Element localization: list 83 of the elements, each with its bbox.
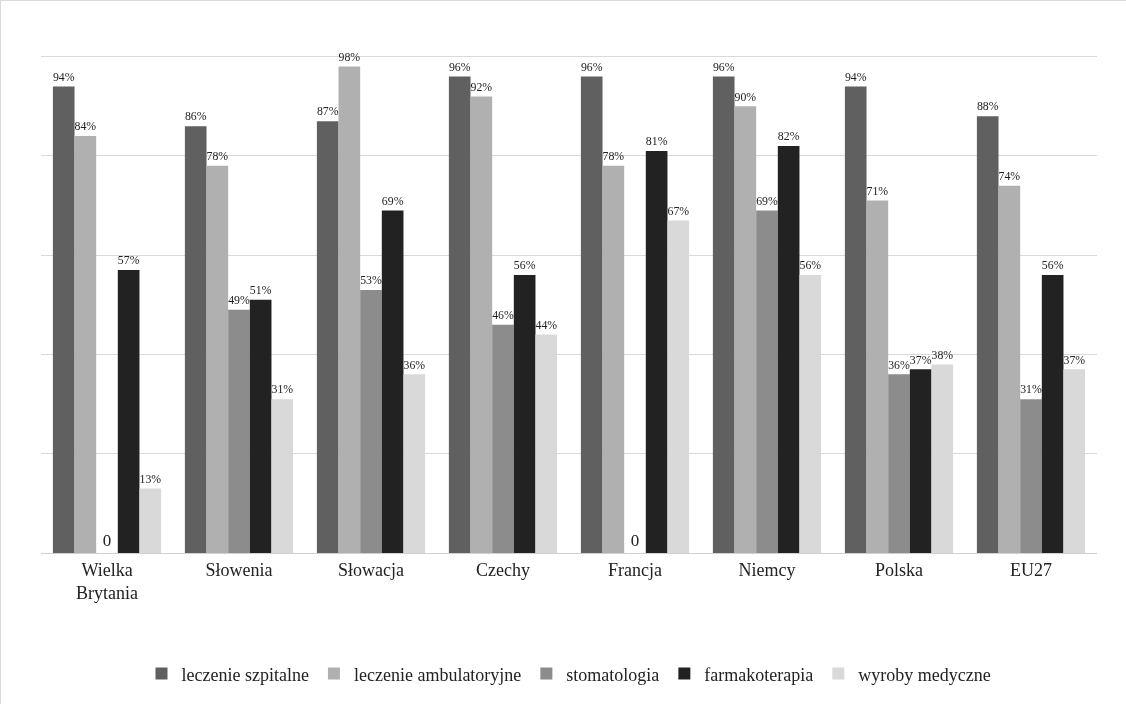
data-label: 94%	[844, 69, 867, 84]
data-label: 82%	[777, 129, 800, 144]
data-label: 87%	[316, 104, 339, 119]
bar	[756, 210, 778, 553]
bar	[249, 299, 272, 553]
data-label: 0	[102, 531, 112, 550]
bar	[734, 106, 757, 553]
data-label: 36%	[403, 357, 426, 372]
bar	[976, 116, 999, 553]
x-tick-label: Francja	[608, 559, 662, 580]
x-tick-label: EU27	[1010, 559, 1052, 580]
data-label: 67%	[667, 203, 690, 218]
bar	[492, 324, 514, 553]
data-label: 92%	[470, 79, 493, 94]
bar	[338, 66, 361, 553]
x-tick-label: Czechy	[476, 559, 530, 580]
bar	[998, 185, 1021, 553]
data-label: 78%	[206, 149, 229, 164]
data-label: 0	[630, 531, 640, 550]
bar	[1041, 275, 1064, 553]
data-label: 57%	[117, 253, 140, 268]
legend-label: leczenie szpitalne	[181, 664, 309, 685]
bar	[888, 374, 910, 553]
data-label: 44%	[535, 317, 558, 332]
data-label: 96%	[580, 59, 603, 74]
bar	[1020, 399, 1042, 553]
data-label: 90%	[734, 89, 757, 104]
data-label: 96%	[448, 59, 471, 74]
data-label: 46%	[492, 307, 514, 322]
data-label: 37%	[1063, 352, 1086, 367]
data-label: 86%	[184, 109, 207, 124]
data-label: 13%	[139, 471, 162, 486]
bar	[117, 270, 140, 553]
legend-label: wyroby medyczne	[858, 664, 991, 685]
bar	[206, 165, 229, 553]
data-label: 51%	[249, 283, 272, 298]
data-label: 37%	[909, 352, 932, 367]
data-label: 94%	[52, 69, 75, 84]
bar	[470, 96, 493, 553]
bar	[580, 76, 603, 553]
data-label: 56%	[1041, 258, 1064, 273]
data-label: 78%	[602, 149, 625, 164]
x-tick-label: Słowenia	[205, 559, 273, 580]
bar	[844, 86, 867, 553]
data-label: 71%	[866, 183, 889, 198]
data-label: 38%	[931, 347, 954, 362]
bar	[602, 165, 625, 553]
data-label: 69%	[381, 193, 404, 208]
data-label: 56%	[513, 258, 536, 273]
legend-label: leczenie ambulatoryjne	[353, 664, 522, 685]
data-label: 69%	[756, 193, 778, 208]
bar	[184, 126, 207, 553]
bar	[866, 200, 889, 553]
bar	[316, 121, 339, 553]
data-label: 88%	[976, 99, 999, 114]
bar	[360, 289, 382, 553]
bar	[909, 369, 932, 553]
bar	[52, 86, 75, 553]
data-label: 84%	[74, 119, 97, 134]
x-tick-label: Wielka Brytania	[76, 559, 138, 603]
data-label: 49%	[228, 293, 250, 308]
data-label: 98%	[338, 49, 361, 64]
bar	[645, 150, 668, 553]
data-label: 31%	[1020, 382, 1042, 397]
data-label: 56%	[799, 258, 822, 273]
bar	[74, 136, 97, 553]
legend-label: farmakoterapia	[704, 664, 814, 685]
data-label: 31%	[271, 382, 294, 397]
data-label: 96%	[712, 59, 735, 74]
bar	[513, 275, 536, 553]
data-label: 53%	[360, 273, 382, 288]
bar	[777, 146, 800, 553]
x-tick-label: Niemcy	[738, 559, 796, 580]
bar	[228, 309, 250, 553]
bar	[448, 76, 471, 553]
data-label: 74%	[998, 168, 1021, 183]
x-tick-label: Słowacja	[338, 559, 404, 580]
bar	[381, 210, 404, 553]
data-label: 81%	[645, 134, 668, 149]
bar	[712, 76, 735, 553]
legend-label: stomatologia	[566, 664, 660, 685]
data-label: 36%	[888, 357, 910, 372]
x-tick-label: Polska	[874, 559, 924, 580]
